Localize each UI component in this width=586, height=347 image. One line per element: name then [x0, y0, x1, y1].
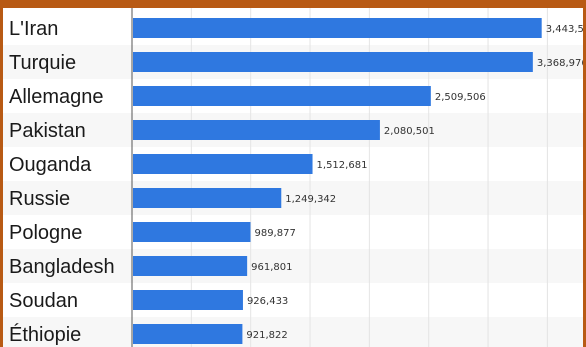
value-label: 926,433: [247, 296, 288, 307]
category-label: Pakistan: [9, 120, 86, 142]
bar: [133, 86, 431, 106]
value-label: 1,512,681: [317, 160, 368, 171]
category-label: L'Iran: [9, 18, 58, 40]
category-label: Pologne: [9, 222, 82, 244]
category-label: Allemagne: [9, 86, 104, 108]
bar: [133, 222, 251, 242]
row-stripe: [3, 181, 583, 215]
bar-chart: L'Iran 3,443,522 Turquie 3,368,976 Allemagne…: [3, 8, 583, 347]
row-stripe: [3, 249, 583, 283]
category-label: Russie: [9, 188, 70, 210]
value-label: 989,877: [254, 228, 295, 239]
category-label: Turquie: [9, 52, 76, 74]
bar: [133, 120, 380, 140]
bar: [133, 52, 533, 72]
value-label: 2,509,506: [435, 92, 486, 103]
chart-frame: L'Iran 3,443,522 Turquie 3,368,976 Allemagne…: [3, 8, 583, 347]
category-label: Éthiopie: [9, 323, 81, 346]
bar: [133, 188, 282, 208]
value-label: 1,249,342: [285, 194, 336, 205]
bar: [133, 154, 313, 174]
bar: [133, 290, 243, 310]
category-label: Soudan: [9, 290, 78, 312]
category-label: Ouganda: [9, 154, 92, 176]
value-label: 961,801: [251, 262, 292, 273]
value-label: 3,368,976: [537, 58, 583, 69]
bar: [133, 18, 542, 38]
value-label: 2,080,501: [384, 126, 435, 137]
bar: [133, 256, 248, 276]
bar: [133, 324, 243, 344]
row-stripe: [3, 317, 583, 347]
category-label: Bangladesh: [9, 256, 115, 278]
value-label: 921,822: [246, 330, 287, 341]
value-label: 3,443,522: [546, 24, 583, 35]
